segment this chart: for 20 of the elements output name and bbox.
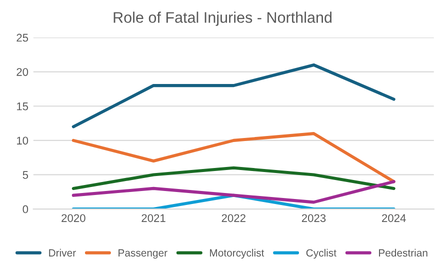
line-series xyxy=(72,63,396,128)
legend-label: Driver xyxy=(49,248,76,257)
legend-label: Motorcyclist xyxy=(210,248,264,259)
y-tick-label: 20 xyxy=(16,68,28,76)
y-tick-label: 0 xyxy=(22,205,28,214)
y-tick-label: 10 xyxy=(17,136,28,145)
legend-label: Passenger xyxy=(118,249,168,259)
x-tick-label: 2022 xyxy=(222,214,246,222)
x-tick-label: 2024 xyxy=(382,214,406,222)
legend-label: Cyclist xyxy=(306,248,336,259)
x-tick-label: 2023 xyxy=(302,214,326,222)
line-series xyxy=(72,132,396,184)
y-tick-label: 25 xyxy=(16,34,28,42)
chart-title: Role of Fatal Injuries - Northland xyxy=(114,12,332,26)
x-tick-label: 2020 xyxy=(62,214,86,222)
legend-label: Pedestrian xyxy=(379,248,428,257)
y-tick-label: 15 xyxy=(17,102,28,110)
x-tick-label: 2021 xyxy=(142,214,166,222)
line-series xyxy=(72,180,396,204)
y-tick-label: 5 xyxy=(22,171,28,179)
